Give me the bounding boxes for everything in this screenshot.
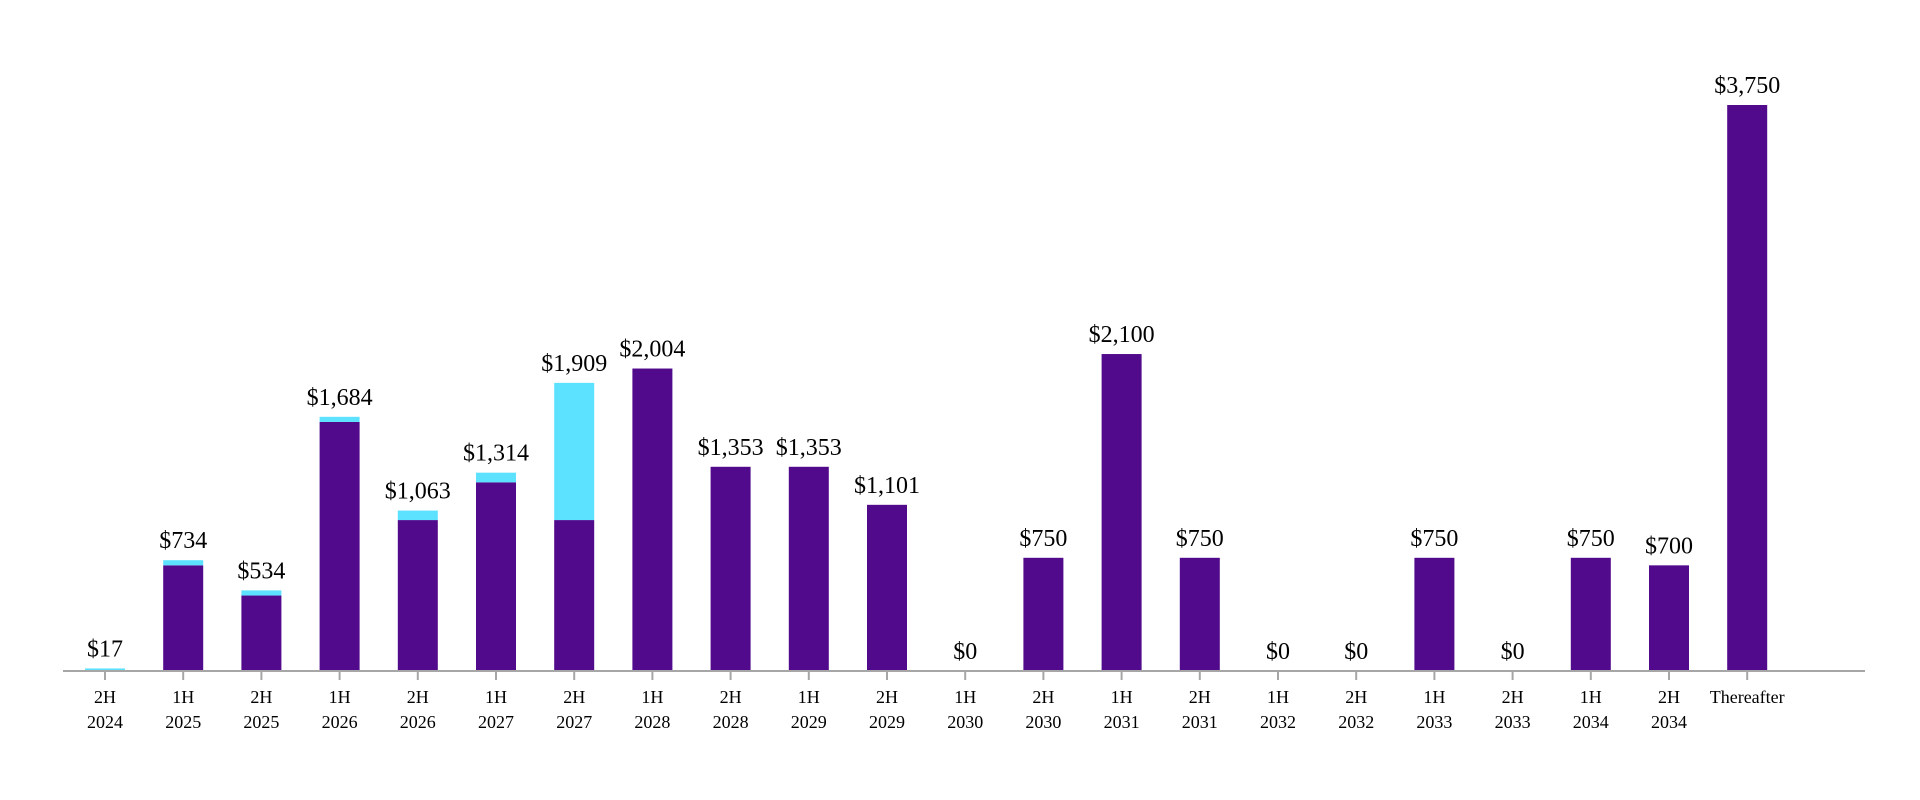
data-label: $0: [1344, 639, 1368, 665]
x-tick-label: 2H: [407, 687, 429, 707]
x-tick-label: 2030: [947, 712, 983, 732]
x-tick-label: 2H: [94, 687, 116, 707]
bar-segment-primary: [319, 421, 360, 671]
data-label: $750: [1019, 526, 1067, 552]
data-label: $0: [953, 639, 977, 665]
bar-segment-primary: [788, 466, 829, 671]
data-label: $2,100: [1089, 322, 1155, 348]
x-tick-label: 2H: [720, 687, 742, 707]
x-tick-label: 2029: [869, 712, 905, 732]
x-tick-label: 1H: [1423, 687, 1445, 707]
x-tick-label: 2029: [791, 712, 827, 732]
x-tick-label: 2H: [563, 687, 585, 707]
bar-segment-secondary: [476, 472, 516, 483]
x-tick-label: 2H: [1189, 687, 1211, 707]
data-label: $0: [1501, 639, 1525, 665]
data-label: $750: [1176, 526, 1224, 552]
data-label: $1,353: [698, 435, 764, 461]
bar-segment-primary: [1023, 557, 1064, 671]
x-tick-label: 2025: [165, 712, 201, 732]
x-tick-label: 2034: [1573, 712, 1609, 732]
x-tick-label: 1H: [798, 687, 820, 707]
bar-segment-secondary: [554, 382, 595, 521]
data-label: $2,004: [619, 337, 685, 363]
data-label: $534: [237, 558, 285, 584]
x-tick-label: 2H: [1502, 687, 1524, 707]
bar-segment-primary: [867, 504, 907, 671]
x-tick-label: 1H: [1580, 687, 1602, 707]
data-label: $1,353: [776, 435, 842, 461]
data-label: $1,101: [854, 473, 920, 499]
x-tick-label: 2033: [1495, 712, 1531, 732]
bar-segment-primary: [1649, 565, 1689, 671]
bar-segment-primary: [710, 466, 751, 671]
x-tick-label: 1H: [172, 687, 194, 707]
bar-segment-primary: [1727, 105, 1768, 671]
bar-segment-primary: [1414, 557, 1455, 671]
x-tick-label: 1H: [329, 687, 351, 707]
bar-segment-secondary: [163, 560, 204, 566]
bar-segment-primary: [1570, 557, 1611, 671]
bar-segment-primary: [476, 482, 516, 671]
x-tick-label: 2H: [1032, 687, 1054, 707]
x-tick-label: 2026: [322, 712, 358, 732]
x-tick-label: 2032: [1260, 712, 1296, 732]
x-tick-label: 2H: [1658, 687, 1680, 707]
bar-segment-primary: [397, 520, 438, 671]
x-tick-label: 2028: [713, 712, 749, 732]
bar-segment-primary: [1101, 354, 1142, 671]
data-label: $1,314: [463, 441, 529, 467]
x-tick-label: 2H: [250, 687, 272, 707]
x-tick-label: 2024: [87, 712, 123, 732]
data-label: $750: [1410, 526, 1458, 552]
bar-segment-primary: [1179, 557, 1220, 671]
bar-segment-primary: [241, 595, 282, 671]
x-tick-label: 1H: [485, 687, 507, 707]
bar-segment-secondary: [319, 416, 360, 422]
data-label: $1,684: [307, 385, 373, 411]
x-tick-label: 2034: [1651, 712, 1687, 732]
x-tick-label: 2025: [243, 712, 279, 732]
x-tick-label: 2031: [1182, 712, 1218, 732]
x-tick-label: 2026: [400, 712, 436, 732]
x-tick-label: 2H: [1345, 687, 1367, 707]
x-tick-label: 2027: [478, 712, 514, 732]
data-label: $1,063: [385, 479, 451, 505]
x-tick-label: 2028: [634, 712, 670, 732]
x-tick-label: 1H: [1267, 687, 1289, 707]
data-label: $734: [159, 528, 207, 554]
x-tick-label: 2032: [1338, 712, 1374, 732]
bar-segment-primary: [163, 565, 204, 671]
bar-segment-secondary: [397, 510, 438, 521]
data-label: $700: [1645, 533, 1693, 559]
data-label: $1,909: [541, 351, 607, 377]
data-label: $750: [1567, 526, 1615, 552]
x-tick-label: 2030: [1025, 712, 1061, 732]
x-tick-label: 2033: [1416, 712, 1452, 732]
data-label: $17: [87, 636, 123, 662]
x-tick-label: Thereafter: [1710, 687, 1785, 707]
x-tick-label: 2H: [876, 687, 898, 707]
x-tick-label: 1H: [1111, 687, 1133, 707]
data-label: $0: [1266, 639, 1290, 665]
x-tick-label: 1H: [641, 687, 663, 707]
x-tick-label: 1H: [954, 687, 976, 707]
bar-segment-secondary: [241, 590, 282, 596]
bar-segment-primary: [632, 368, 673, 671]
bar-segment-primary: [554, 520, 595, 671]
bar-segment-secondary: [85, 668, 125, 671]
data-label: $3,750: [1714, 73, 1780, 99]
x-tick-label: 2027: [556, 712, 592, 732]
x-tick-label: 2031: [1104, 712, 1140, 732]
